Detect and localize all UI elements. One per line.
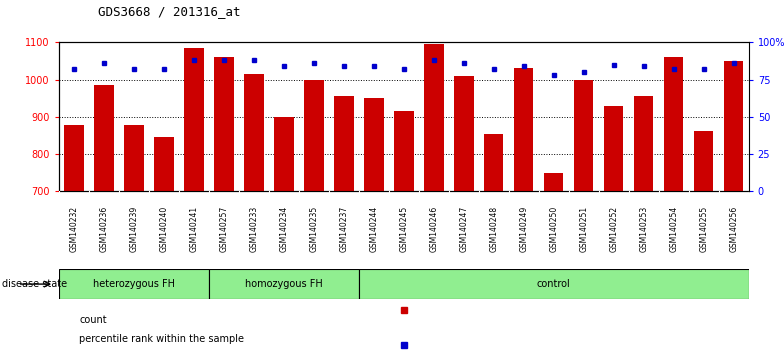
Text: GSM140253: GSM140253 bbox=[639, 206, 648, 252]
Bar bbox=[664, 57, 684, 191]
Bar bbox=[364, 98, 383, 191]
Bar bbox=[694, 131, 713, 191]
Bar bbox=[604, 105, 623, 191]
Text: GSM140236: GSM140236 bbox=[100, 206, 108, 252]
Text: GSM140248: GSM140248 bbox=[489, 206, 499, 252]
Text: GSM140246: GSM140246 bbox=[430, 206, 438, 252]
Bar bbox=[359, 269, 749, 299]
Text: GSM140233: GSM140233 bbox=[249, 206, 258, 252]
Bar bbox=[244, 74, 263, 191]
Bar bbox=[454, 76, 474, 191]
Text: GDS3668 / 201316_at: GDS3668 / 201316_at bbox=[98, 5, 241, 18]
Bar bbox=[94, 85, 114, 191]
Text: GSM140241: GSM140241 bbox=[189, 206, 198, 252]
Bar bbox=[334, 96, 354, 191]
Bar bbox=[209, 269, 359, 299]
Text: GSM140235: GSM140235 bbox=[309, 206, 318, 252]
Bar bbox=[274, 117, 293, 191]
Bar bbox=[484, 133, 503, 191]
Bar bbox=[724, 61, 743, 191]
Text: GSM140234: GSM140234 bbox=[279, 206, 289, 252]
Text: percentile rank within the sample: percentile rank within the sample bbox=[79, 334, 245, 344]
Text: GSM140240: GSM140240 bbox=[159, 206, 169, 252]
Text: GSM140232: GSM140232 bbox=[69, 206, 78, 252]
Text: GSM140245: GSM140245 bbox=[399, 206, 408, 252]
Text: GSM140252: GSM140252 bbox=[609, 206, 619, 252]
Bar bbox=[634, 96, 654, 191]
Text: GSM140237: GSM140237 bbox=[339, 206, 348, 252]
Text: GSM140254: GSM140254 bbox=[670, 206, 678, 252]
Text: GSM140247: GSM140247 bbox=[459, 206, 468, 252]
Text: GSM140250: GSM140250 bbox=[550, 206, 558, 252]
Text: GSM140256: GSM140256 bbox=[729, 206, 739, 252]
Bar bbox=[574, 80, 593, 191]
Text: homozygous FH: homozygous FH bbox=[245, 279, 323, 289]
Bar bbox=[394, 111, 413, 191]
Bar bbox=[304, 80, 324, 191]
Bar bbox=[124, 125, 143, 191]
Bar bbox=[184, 48, 204, 191]
Bar bbox=[64, 125, 84, 191]
Text: disease state: disease state bbox=[2, 279, 67, 289]
Bar bbox=[544, 172, 564, 191]
Bar bbox=[154, 137, 173, 191]
Text: GSM140249: GSM140249 bbox=[519, 206, 528, 252]
Text: control: control bbox=[537, 279, 571, 289]
Bar bbox=[214, 57, 234, 191]
Bar bbox=[424, 44, 444, 191]
Bar bbox=[514, 68, 533, 191]
Text: GSM140251: GSM140251 bbox=[579, 206, 588, 252]
Text: GSM140257: GSM140257 bbox=[220, 206, 228, 252]
Text: GSM140239: GSM140239 bbox=[129, 206, 138, 252]
Text: GSM140255: GSM140255 bbox=[699, 206, 708, 252]
Text: GSM140244: GSM140244 bbox=[369, 206, 378, 252]
Text: heterozygous FH: heterozygous FH bbox=[93, 279, 175, 289]
Text: count: count bbox=[79, 315, 107, 325]
Bar bbox=[59, 269, 209, 299]
